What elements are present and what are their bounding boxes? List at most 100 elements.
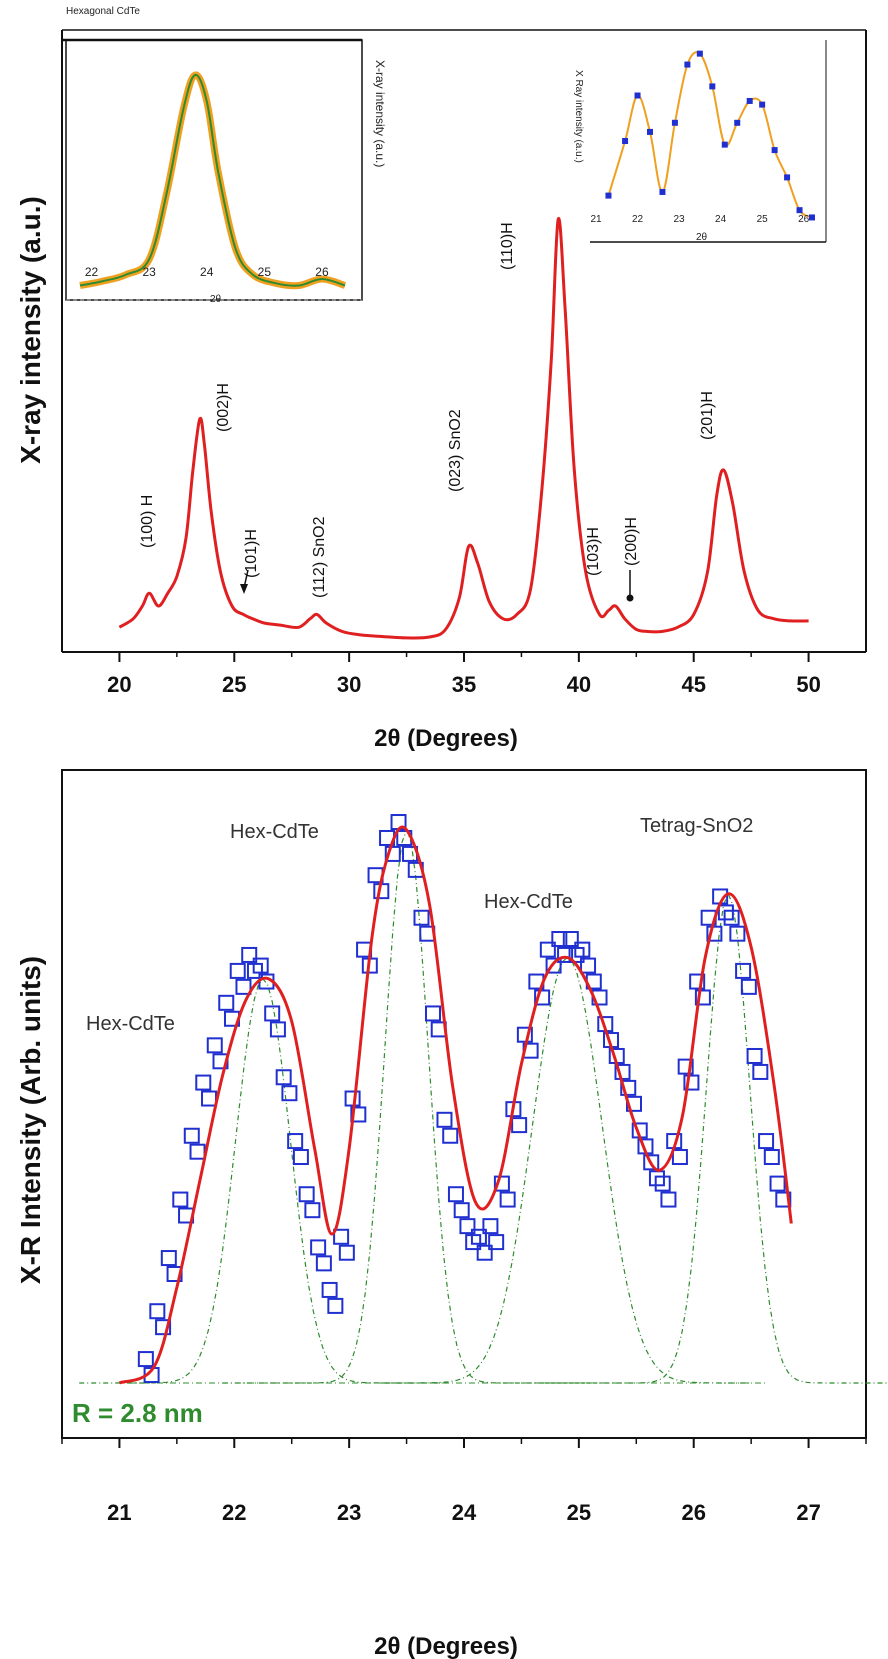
top-x-tick-label: 50	[796, 672, 820, 697]
bottom-data-point	[740, 978, 757, 995]
arrow-200	[626, 570, 634, 602]
bottom-data-point	[516, 1026, 533, 1043]
bottom-data-point	[470, 1228, 487, 1245]
inset-right-point	[734, 119, 741, 126]
bottom-data-point	[183, 1127, 200, 1144]
hex-cdte-label-2: Hex-CdTe	[230, 821, 319, 843]
inset-right-ticks: 21 22 23 24 25 26	[590, 214, 809, 225]
bottom-data-point	[534, 989, 551, 1006]
inset-right-point	[746, 97, 753, 104]
bottom-data-point	[717, 904, 734, 921]
bottom-plot-frame	[61, 769, 867, 1439]
bottom-data-point	[620, 1079, 637, 1096]
bottom-data-point	[568, 946, 585, 963]
bottom-data-point	[648, 1170, 665, 1187]
bottom-data-point	[643, 1154, 660, 1171]
bottom-data-point	[763, 1149, 780, 1166]
bottom-data-point	[758, 1133, 775, 1150]
peak-label-101: (101)H	[243, 529, 260, 578]
bottom-data-point	[252, 957, 269, 974]
bottom-data-point	[149, 1303, 166, 1320]
bottom-data-point	[189, 1143, 206, 1160]
bottom-data-point	[746, 1047, 763, 1064]
bottom-data-point	[574, 941, 591, 958]
bottom-data-point	[465, 1234, 482, 1251]
inset-right-point	[684, 61, 691, 68]
top-x-ticks: 20 25 30 35 40 45 50	[107, 652, 821, 697]
top-header: Hexagonal CdTe	[66, 6, 140, 17]
inset-right-tick-label: 21	[590, 214, 602, 225]
bottom-data-point	[453, 1202, 470, 1219]
inset-right: 21 22 23 24 25 26 2θ X Ray intensity (a.u.)	[573, 40, 827, 243]
bottom-data-point	[689, 973, 706, 990]
bottom-data-point	[482, 1218, 499, 1235]
bottom-x-ticks: 21 22 23 24 25 26 27	[61, 1438, 867, 1525]
top-x-tick-label: 40	[567, 672, 591, 697]
top-x-tick-label: 35	[452, 672, 476, 697]
bottom-data-point	[264, 1005, 281, 1022]
inset-right-tick-label: 24	[715, 214, 727, 225]
bottom-data-point	[539, 941, 556, 958]
bottom-data-point	[333, 1228, 350, 1245]
bottom-data-point	[137, 1351, 154, 1368]
bottom-data-point	[493, 1175, 510, 1192]
bottom-data-point	[660, 1191, 677, 1208]
inset-right-point	[647, 128, 653, 135]
bottom-data-point	[269, 1021, 286, 1038]
bottom-data-point	[545, 957, 562, 974]
bottom-component-curve	[383, 956, 752, 1384]
bottom-data-point	[241, 946, 258, 963]
bottom-data-point	[201, 1090, 218, 1107]
hex-cdte-label-1: Hex-CdTe	[86, 1013, 175, 1035]
bottom-data-point	[315, 1255, 332, 1272]
bottom-data-point	[447, 1186, 464, 1203]
bottom-data-point	[424, 1005, 441, 1022]
bottom-data-point	[562, 931, 579, 948]
bottom-x-tick-label: 26	[681, 1500, 705, 1525]
inset-right-tick-label: 25	[757, 214, 769, 225]
bottom-data-point	[344, 1090, 361, 1107]
bottom-data-point	[769, 1175, 786, 1192]
bottom-data-point	[235, 978, 252, 995]
bottom-data-point	[551, 931, 568, 948]
tetrag-sno2-label: Tetrag-SnO2	[640, 815, 753, 837]
inset-left-tick-label: 22	[85, 265, 99, 279]
peak-label-002: (002)H	[215, 383, 232, 432]
bottom-x-tick-label: 24	[452, 1500, 477, 1525]
inset-right-tick-label: 22	[632, 214, 644, 225]
bottom-data-point	[752, 1063, 769, 1080]
inset-right-point	[721, 141, 728, 148]
bottom-data-point	[384, 845, 401, 862]
inset-right-tick-label: 23	[674, 214, 686, 225]
bottom-data-point	[218, 994, 235, 1011]
inset-left-tick-label: 23	[142, 265, 156, 279]
bottom-x-tick-label: 21	[107, 1500, 131, 1525]
inset-right-fit	[607, 51, 813, 219]
bottom-data-point	[580, 957, 597, 974]
peak-label-103: (103)H	[585, 527, 602, 576]
inset-left-y-label: X-ray intensity (a.u.)	[373, 60, 387, 167]
inset-left-tick-label: 25	[258, 265, 272, 279]
inset-left-tick-label: 26	[315, 265, 329, 279]
bottom-data-point	[304, 1202, 321, 1219]
bottom-data-point	[735, 962, 752, 979]
inset-left-tick-label: 24	[200, 265, 214, 279]
bottom-data-point	[694, 989, 711, 1006]
bottom-data-point	[310, 1239, 327, 1256]
inset-left-x-label: 2θ	[210, 294, 222, 305]
inset-right-point	[659, 188, 666, 195]
bottom-data-point	[677, 1058, 694, 1075]
bottom-data-point	[229, 962, 246, 979]
bottom-data-point	[729, 925, 746, 942]
bottom-data-point	[281, 1085, 298, 1102]
peak-label-200: (200)H	[623, 517, 640, 566]
bottom-data-point	[775, 1191, 792, 1208]
peak-label-201: (201)H	[699, 391, 716, 440]
bottom-data-point	[327, 1297, 344, 1314]
bottom-data-point	[499, 1191, 516, 1208]
peak-label-112-sno2: (112) SnO2	[311, 516, 328, 598]
bottom-data-point	[321, 1281, 338, 1298]
bottom-data-point	[350, 1106, 367, 1123]
bottom-data-point	[298, 1186, 315, 1203]
